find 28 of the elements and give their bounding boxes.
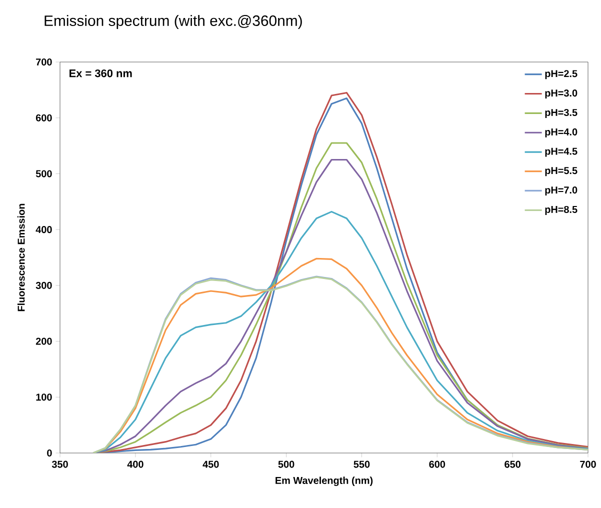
y-tick-label: 100: [36, 394, 52, 401]
x-tick-label: 700: [580, 460, 596, 468]
x-axis-title: Em Wavelength (nm): [276, 476, 373, 486]
x-tick-label: 450: [202, 460, 219, 468]
x-tick-label: 400: [127, 460, 144, 468]
legend-label: pH=4.5: [545, 148, 578, 157]
y-tick-label: 0: [47, 449, 52, 457]
x-tick-label: 500: [278, 460, 294, 468]
y-tick-label: 600: [36, 114, 52, 122]
y-tick-label: 200: [36, 338, 52, 345]
x-tick-label: 600: [429, 460, 446, 468]
x-tick-label: 350: [52, 460, 68, 468]
legend-label: pH=3.0: [545, 90, 578, 99]
legend-label: pH=7.0: [545, 186, 578, 196]
legend-label: pH=5.5: [545, 167, 578, 176]
legend-label: pH=4.0: [545, 128, 578, 138]
annotation: Ex = 360 nm: [70, 69, 132, 78]
legend-label: pH=8.5: [545, 206, 578, 215]
y-tick-label: 700: [36, 58, 52, 66]
x-tick-label: 550: [354, 460, 370, 468]
y-axis-title: Fluorescence Emssion: [17, 204, 25, 312]
y-tick-label: 400: [36, 226, 52, 234]
legend-label: pH=2.5: [545, 70, 578, 80]
chart-title: Emission spectrum (with exc.@360nm): [44, 15, 302, 29]
legend-label: pH=3.5: [545, 108, 578, 118]
y-tick-label: 500: [36, 170, 52, 178]
y-tick-label: 300: [36, 282, 52, 289]
x-tick-label: 650: [504, 460, 520, 468]
